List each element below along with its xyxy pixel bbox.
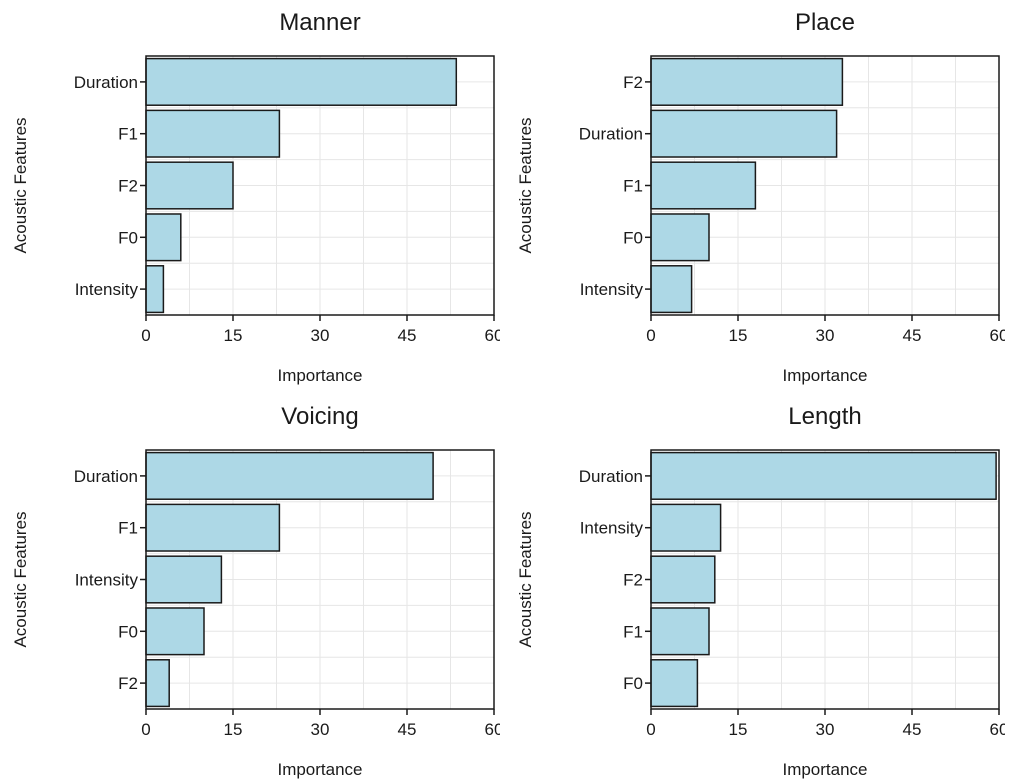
x-tick-label: 60 xyxy=(485,720,500,739)
y-tick-label: Duration xyxy=(579,125,643,144)
y-tick-label: F0 xyxy=(118,622,138,641)
y-tick-label: Intensity xyxy=(75,571,139,590)
x-tick-label: 30 xyxy=(311,720,330,739)
y-tick-label: F2 xyxy=(623,571,643,590)
x-tick-label: 30 xyxy=(816,720,835,739)
y-axis-title: Acoustic Features xyxy=(11,117,30,253)
chart-title: Place xyxy=(795,9,855,36)
bar-duration xyxy=(650,451,997,500)
x-tick-label: 0 xyxy=(141,720,150,739)
y-tick-label: Intensity xyxy=(580,280,644,299)
x-tick-label: 0 xyxy=(646,720,655,739)
x-tick-label: 60 xyxy=(990,720,1005,739)
y-tick-label: F1 xyxy=(623,177,643,196)
y-tick-label: F1 xyxy=(118,519,138,538)
x-axis-title: Importance xyxy=(782,366,867,385)
y-axis-title: Acoustic Features xyxy=(516,117,535,253)
x-tick-label: 45 xyxy=(398,326,417,345)
x-axis-title: Importance xyxy=(277,366,362,385)
bar-f1 xyxy=(650,607,710,656)
y-tick-label: Intensity xyxy=(580,519,644,538)
chart-title: Length xyxy=(788,403,861,430)
x-axis-title: Importance xyxy=(782,760,867,779)
panel-voicing: Voicing Duration F1 Intensity F0 F2 0 15 30 45 60 I… xyxy=(0,394,500,784)
x-tick-label: 45 xyxy=(398,720,417,739)
chart-svg: Place F2 Duration F1 F0 Intensity 0 15 30 45 60 Imp… xyxy=(516,9,1005,385)
bar-f0 xyxy=(145,213,182,262)
chart-svg: Length Duration Intensity F2 F1 F0 0 15 30 45 60 Im… xyxy=(516,403,1005,779)
y-axis-title: Acoustic Features xyxy=(516,511,535,647)
bar-intensity xyxy=(145,265,165,314)
bar-duration xyxy=(650,109,838,158)
x-axis-title: Importance xyxy=(277,760,362,779)
panel-manner: Manner Duration F1 F2 F0 Intensity 0 15 30 45 60 Im… xyxy=(0,0,500,390)
x-tick-label: 15 xyxy=(224,720,243,739)
y-tick-label: Duration xyxy=(579,467,643,486)
y-tick-label: F0 xyxy=(623,228,643,247)
x-tick-label: 45 xyxy=(903,720,922,739)
bar-f1 xyxy=(145,109,281,158)
bar-f2 xyxy=(145,659,170,708)
x-tick-label: 60 xyxy=(485,326,500,345)
bar-f1 xyxy=(145,503,281,552)
panel-place: Place F2 Duration F1 F0 Intensity 0 15 30 45 60 Imp… xyxy=(505,0,1005,390)
x-tick-label: 30 xyxy=(816,326,835,345)
bar-intensity xyxy=(650,503,722,552)
x-tick-label: 60 xyxy=(990,326,1005,345)
x-tick-label: 45 xyxy=(903,326,922,345)
bar-f2 xyxy=(650,57,844,106)
panel-length: Length Duration Intensity F2 F1 F0 0 15 30 45 60 Im… xyxy=(505,394,1005,784)
y-tick-label: Duration xyxy=(74,73,138,92)
y-tick-label: Intensity xyxy=(75,280,139,299)
bar-f0 xyxy=(650,659,699,708)
y-axis-title: Acoustic Features xyxy=(11,511,30,647)
y-tick-label: F0 xyxy=(118,228,138,247)
chart-svg: Manner Duration F1 F2 F0 Intensity 0 15 30 45 60 Im… xyxy=(11,9,500,385)
x-tick-label: 0 xyxy=(141,326,150,345)
bar-f1 xyxy=(650,161,757,210)
y-tick-label: F2 xyxy=(623,73,643,92)
bar-duration xyxy=(145,451,434,500)
bar-f0 xyxy=(650,213,710,262)
y-tick-label: F1 xyxy=(623,622,643,641)
bar-f2 xyxy=(650,555,716,604)
y-tick-label: F2 xyxy=(118,177,138,196)
bar-duration xyxy=(145,57,458,106)
y-tick-label: Duration xyxy=(74,467,138,486)
chart-title: Manner xyxy=(279,9,360,36)
chart-title: Voicing xyxy=(281,403,358,430)
bar-f0 xyxy=(145,607,205,656)
bar-f2 xyxy=(145,161,234,210)
x-tick-label: 15 xyxy=(729,720,748,739)
y-tick-label: F1 xyxy=(118,125,138,144)
x-tick-label: 15 xyxy=(224,326,243,345)
y-tick-label: F2 xyxy=(118,674,138,693)
bar-intensity xyxy=(145,555,223,604)
bar-intensity xyxy=(650,265,693,314)
x-tick-label: 30 xyxy=(311,326,330,345)
y-tick-label: F0 xyxy=(623,674,643,693)
chart-svg: Voicing Duration F1 Intensity F0 F2 0 15 30 45 60 I… xyxy=(11,403,500,779)
x-tick-label: 0 xyxy=(646,326,655,345)
x-tick-label: 15 xyxy=(729,326,748,345)
